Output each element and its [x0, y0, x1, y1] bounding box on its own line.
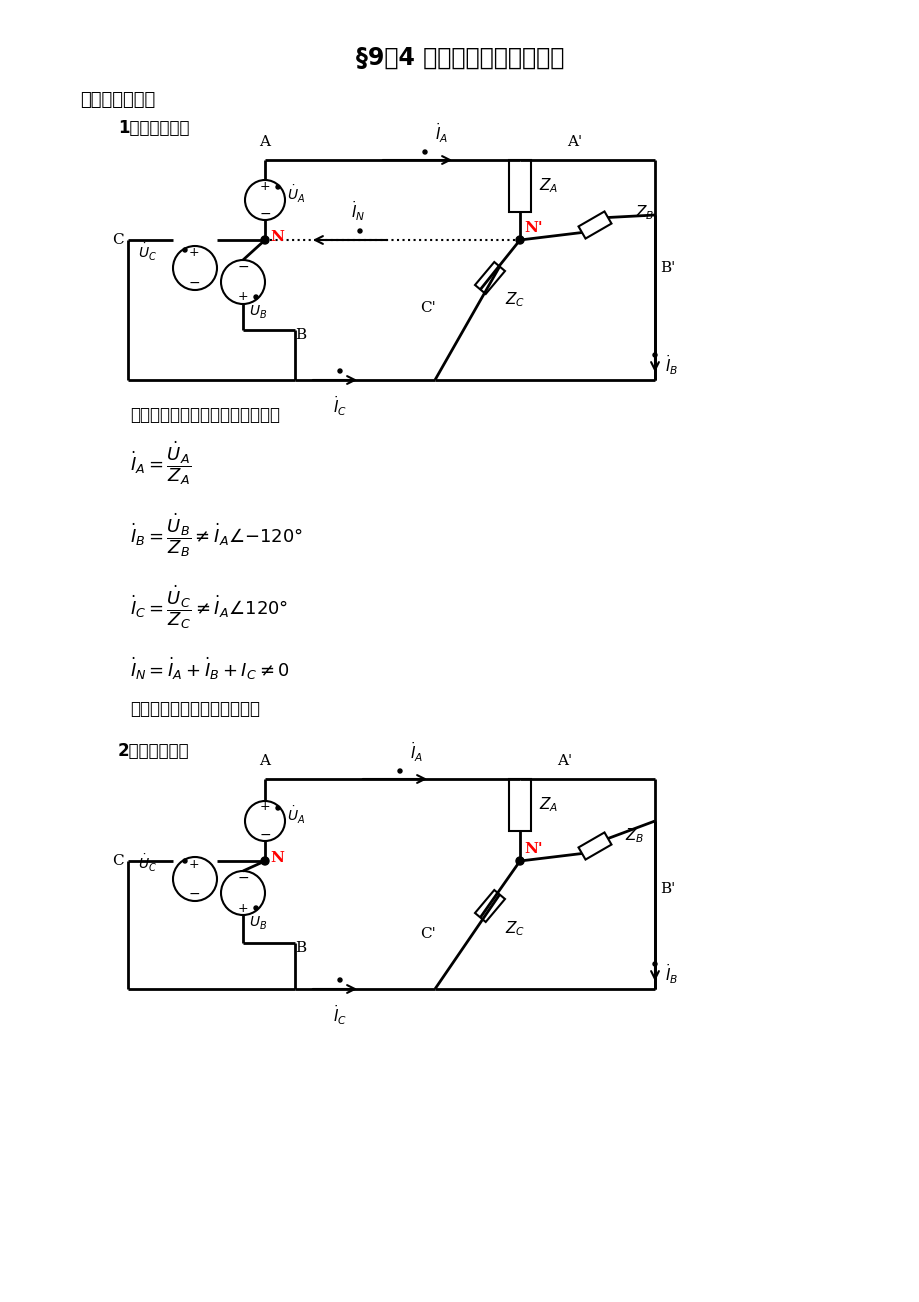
- Text: 上式表明中线上有电流通过。: 上式表明中线上有电流通过。: [130, 700, 260, 717]
- Circle shape: [652, 962, 656, 966]
- Text: $\dot{I}_A$: $\dot{I}_A$: [410, 741, 423, 764]
- Text: $\dot{I}_C = \dfrac{\dot{U}_C}{Z_C} \neq \dot{I}_A \angle{120°}$: $\dot{I}_C = \dfrac{\dot{U}_C}{Z_C} \neq…: [130, 583, 288, 631]
- Text: $Z_A$: $Z_A$: [539, 177, 558, 195]
- Text: 一、星形联接：: 一、星形联接：: [80, 91, 155, 109]
- Text: $\dot{I}_B$: $\dot{I}_B$: [664, 353, 677, 376]
- Circle shape: [423, 150, 426, 154]
- Text: $\dot{I}_B = \dfrac{\dot{U}_B}{Z_B} \neq \dot{I}_A \angle{-120°}$: $\dot{I}_B = \dfrac{\dot{U}_B}{Z_B} \neq…: [130, 510, 302, 559]
- Text: $\dot{U}_B$: $\dot{U}_B$: [249, 299, 267, 320]
- Circle shape: [183, 247, 187, 253]
- Circle shape: [261, 857, 268, 865]
- Text: $Z_C$: $Z_C$: [505, 919, 525, 939]
- Text: $\dot{I}_A$: $\dot{I}_A$: [435, 121, 448, 145]
- Text: $Z_B$: $Z_B$: [624, 827, 643, 845]
- Text: N': N': [524, 221, 542, 234]
- Text: −: −: [237, 260, 248, 273]
- Text: A: A: [259, 754, 270, 768]
- Bar: [508, 160, 530, 212]
- Text: N: N: [269, 230, 284, 243]
- Text: $\dot{U}_C$: $\dot{U}_C$: [138, 241, 157, 263]
- Text: $\dot{U}_B$: $\dot{U}_B$: [249, 910, 267, 931]
- Text: B: B: [295, 941, 306, 954]
- Text: −: −: [259, 207, 270, 221]
- Circle shape: [516, 857, 524, 865]
- Text: A': A': [557, 754, 572, 768]
- Text: 1、三相四线制: 1、三相四线制: [118, 118, 189, 137]
- Text: C: C: [112, 233, 124, 247]
- Text: $\dot{I}_N = \dot{I}_A + \dot{I}_B + I_C \neq 0$: $\dot{I}_N = \dot{I}_A + \dot{I}_B + I_C…: [130, 656, 289, 682]
- Text: C: C: [112, 854, 124, 868]
- Bar: [508, 779, 530, 831]
- Text: N: N: [269, 852, 284, 865]
- Text: −: −: [259, 828, 270, 842]
- Text: −: −: [237, 871, 248, 885]
- Text: C': C': [420, 927, 436, 941]
- Text: $\dot{U}_A$: $\dot{U}_A$: [287, 805, 305, 825]
- Text: $\dot{U}_C$: $\dot{U}_C$: [138, 853, 157, 874]
- Text: +: +: [237, 290, 248, 303]
- Text: 2、三相三线制: 2、三相三线制: [118, 742, 189, 760]
- Text: 特点：三相相互独立，互不影响。: 特点：三相相互独立，互不影响。: [130, 406, 279, 424]
- Text: −: −: [188, 276, 199, 290]
- Text: B': B': [659, 881, 675, 896]
- Circle shape: [276, 185, 279, 189]
- Text: −: −: [188, 887, 199, 901]
- Circle shape: [652, 353, 656, 357]
- Circle shape: [254, 906, 257, 910]
- Circle shape: [254, 296, 257, 299]
- Text: $Z_A$: $Z_A$: [539, 796, 558, 814]
- Text: C': C': [420, 301, 436, 315]
- Text: B: B: [295, 328, 306, 342]
- Circle shape: [357, 229, 361, 233]
- Text: $\dot{I}_C$: $\dot{I}_C$: [333, 1003, 346, 1026]
- Circle shape: [276, 806, 279, 810]
- Text: A': A': [567, 135, 582, 148]
- Text: B': B': [659, 260, 675, 275]
- Circle shape: [516, 236, 524, 243]
- Text: $\dot{U}_A$: $\dot{U}_A$: [287, 184, 305, 204]
- Text: +: +: [259, 801, 270, 814]
- Text: $\dot{I}_C$: $\dot{I}_C$: [333, 395, 346, 418]
- Text: N': N': [524, 842, 542, 855]
- Text: $\dot{I}_N$: $\dot{I}_N$: [350, 199, 365, 223]
- Circle shape: [398, 769, 402, 773]
- Text: +: +: [237, 901, 248, 914]
- Text: +: +: [188, 858, 199, 871]
- Text: $Z_C$: $Z_C$: [505, 290, 525, 310]
- Text: $\dot{I}_B$: $\dot{I}_B$: [664, 962, 677, 986]
- Text: §9－4 不对称三相电路的计算: §9－4 不对称三相电路的计算: [356, 46, 563, 70]
- Text: A: A: [259, 135, 270, 148]
- Text: +: +: [259, 180, 270, 193]
- Circle shape: [337, 978, 342, 982]
- Circle shape: [337, 368, 342, 372]
- Circle shape: [261, 236, 268, 243]
- Text: $Z_B$: $Z_B$: [634, 203, 653, 223]
- Circle shape: [183, 859, 187, 863]
- Text: +: +: [188, 246, 199, 259]
- Text: $\dot{I}_A = \dfrac{\dot{U}_A}{Z_A}$: $\dot{I}_A = \dfrac{\dot{U}_A}{Z_A}$: [130, 439, 191, 487]
